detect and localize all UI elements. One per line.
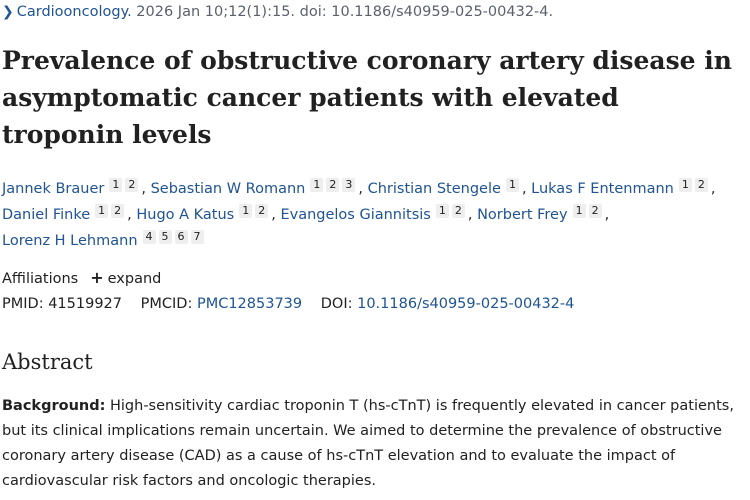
expand-label: expand (107, 271, 162, 287)
identifiers: PMID: 41519927 PMCID: PMC12853739 DOI: 1… (2, 296, 574, 312)
author-item: Sebastian W Romann 1 2 3, (150, 178, 363, 197)
affiliation-ref[interactable]: 5 (158, 230, 172, 244)
author-item: Evangelos Giannitsis 1 2, (280, 204, 472, 223)
author-link[interactable]: Sebastian W Romann (150, 181, 306, 197)
affiliation-ref[interactable]: 2 (588, 204, 602, 218)
author-item: Hugo A Katus 1 2, (136, 204, 276, 223)
affiliation-ref[interactable]: 4 (142, 230, 156, 244)
author-item: Norbert Frey 1 2, (477, 204, 609, 223)
affiliations-toggle[interactable]: Affiliations + expand (2, 268, 161, 287)
affiliation-ref[interactable]: 2 (451, 204, 465, 218)
author-item: Daniel Finke 1 2, (2, 204, 132, 223)
pmid-value: 41519927 (48, 296, 123, 312)
author-link[interactable]: Lukas F Entenmann (531, 181, 674, 197)
author-link[interactable]: Christian Stengele (367, 181, 501, 197)
background-label: Background: (2, 398, 106, 414)
author-item: Lukas F Entenmann 1 2, (531, 178, 715, 197)
affiliation-ref[interactable]: 3 (342, 178, 356, 192)
journal-link[interactable]: Cardiooncology. (16, 4, 132, 20)
pmcid-link[interactable]: PMC12853739 (196, 296, 303, 312)
affiliations-label: Affiliations (2, 271, 79, 287)
affiliation-ref[interactable]: 1 (310, 178, 324, 192)
affiliation-ref[interactable]: 1 (505, 178, 519, 192)
author-link[interactable]: Norbert Frey (477, 207, 568, 223)
plus-icon: + (90, 268, 104, 287)
chevron-right-icon: ❯ (2, 4, 14, 20)
pmcid-label: PMCID: (140, 296, 193, 312)
doi-link[interactable]: 10.1186/s40959-025-00432-4 (357, 296, 575, 312)
affiliation-ref[interactable]: 1 (239, 204, 253, 218)
abstract-heading: Abstract (2, 350, 93, 374)
abstract-background: Background: High-sensitivity cardiac tro… (2, 394, 747, 494)
affiliation-ref[interactable]: 1 (572, 204, 586, 218)
author-link[interactable]: Hugo A Katus (136, 207, 235, 223)
background-text: High-sensitivity cardiac troponin T (hs-… (2, 398, 734, 489)
affiliation-ref[interactable]: 7 (190, 230, 204, 244)
author-link[interactable]: Lorenz H Lehmann (2, 233, 138, 249)
citation-line: ❯ Cardiooncology. 2026 Jan 10;12(1):15. d… (2, 4, 553, 20)
affiliation-ref[interactable]: 1 (95, 204, 109, 218)
affiliation-ref[interactable]: 1 (109, 178, 123, 192)
affiliation-refs: 1 (505, 176, 522, 202)
author-link[interactable]: Jannek Brauer (2, 181, 105, 197)
article-title: Prevalence of obstructive coronary arter… (2, 46, 732, 149)
affiliation-ref[interactable]: 2 (255, 204, 269, 218)
doi-label: DOI: (320, 296, 353, 312)
affiliation-ref[interactable]: 1 (435, 204, 449, 218)
author-item: Jannek Brauer 1 2, (2, 178, 146, 197)
affiliation-ref[interactable]: 2 (694, 178, 708, 192)
affiliation-ref[interactable]: 6 (174, 230, 188, 244)
pmid-label: PMID: (2, 296, 44, 312)
affiliation-ref[interactable]: 2 (125, 178, 139, 192)
affiliation-ref[interactable]: 2 (111, 204, 125, 218)
author-list: Jannek Brauer 1 2, Sebastian W Romann 1 2 3, … (2, 176, 742, 254)
affiliation-ref[interactable]: 2 (326, 178, 340, 192)
author-link[interactable]: Daniel Finke (2, 207, 91, 223)
author-link[interactable]: Evangelos Giannitsis (280, 207, 431, 223)
author-item: Christian Stengele 1, (367, 178, 527, 197)
author-item: Lorenz H Lehmann 4 5 6 7 (2, 230, 207, 249)
citation-details: 2026 Jan 10;12(1):15. doi: 10.1186/s4095… (136, 4, 554, 20)
affiliation-ref[interactable]: 1 (678, 178, 692, 192)
